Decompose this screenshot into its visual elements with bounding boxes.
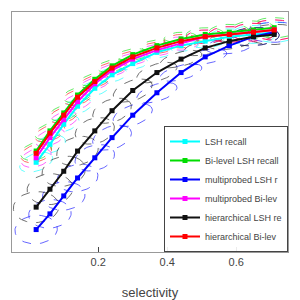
svg-text:LSH recall: LSH recall bbox=[205, 137, 247, 147]
svg-text:selectivity: selectivity bbox=[122, 285, 179, 300]
svg-text:Bi-level LSH recall: Bi-level LSH recall bbox=[205, 156, 279, 166]
svg-text:hierarchical Bi-lev: hierarchical Bi-lev bbox=[205, 232, 277, 242]
svg-text:hierarchical LSH re: hierarchical LSH re bbox=[205, 213, 282, 223]
svg-text:multiprobed LSH r: multiprobed LSH r bbox=[205, 175, 278, 185]
svg-text:0.2: 0.2 bbox=[91, 256, 106, 268]
svg-text:0.6: 0.6 bbox=[229, 256, 244, 268]
svg-text:multiprobed Bi-lev: multiprobed Bi-lev bbox=[205, 194, 278, 204]
svg-text:0.4: 0.4 bbox=[160, 256, 175, 268]
